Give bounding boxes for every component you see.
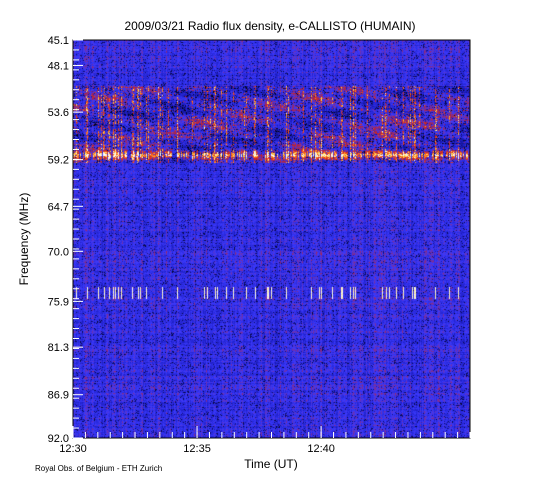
y-tick-label: 59.2 <box>48 155 69 167</box>
y-tick-label: 92.0 <box>48 433 69 445</box>
y-tick-label: 53.6 <box>48 107 69 119</box>
y-tick-label: 48.1 <box>48 60 69 72</box>
x-axis: 12:30 12:35 12:40 <box>59 426 471 455</box>
x-axis-label: Time (UT) <box>244 457 298 471</box>
y-axis-label: Frequency (MHz) <box>17 193 31 286</box>
plot-area <box>72 39 471 439</box>
x-tick-label: 12:30 <box>59 443 87 455</box>
credit-text: Royal Obs. of Belgium - ETH Zurich <box>35 464 163 473</box>
y-tick-label: 70.0 <box>48 246 69 258</box>
x-tick-label: 12:40 <box>307 443 335 455</box>
spectrogram-image <box>73 40 470 438</box>
y-axis: 45.1 48.1 53.6 59.2 64.7 70.0 75.9 81.3 86.9 92.0 <box>48 35 83 445</box>
chart-title: 2009/03/21 Radio flux density, e-CALLIST… <box>124 19 415 33</box>
y-tick-label: 75.9 <box>48 296 69 308</box>
y-tick-label: 64.7 <box>48 201 69 213</box>
x-tick-label: 12:35 <box>183 443 211 455</box>
y-tick-label: 86.9 <box>48 390 69 402</box>
y-tick-label: 81.3 <box>48 342 69 354</box>
y-tick-label: 45.1 <box>48 35 69 47</box>
